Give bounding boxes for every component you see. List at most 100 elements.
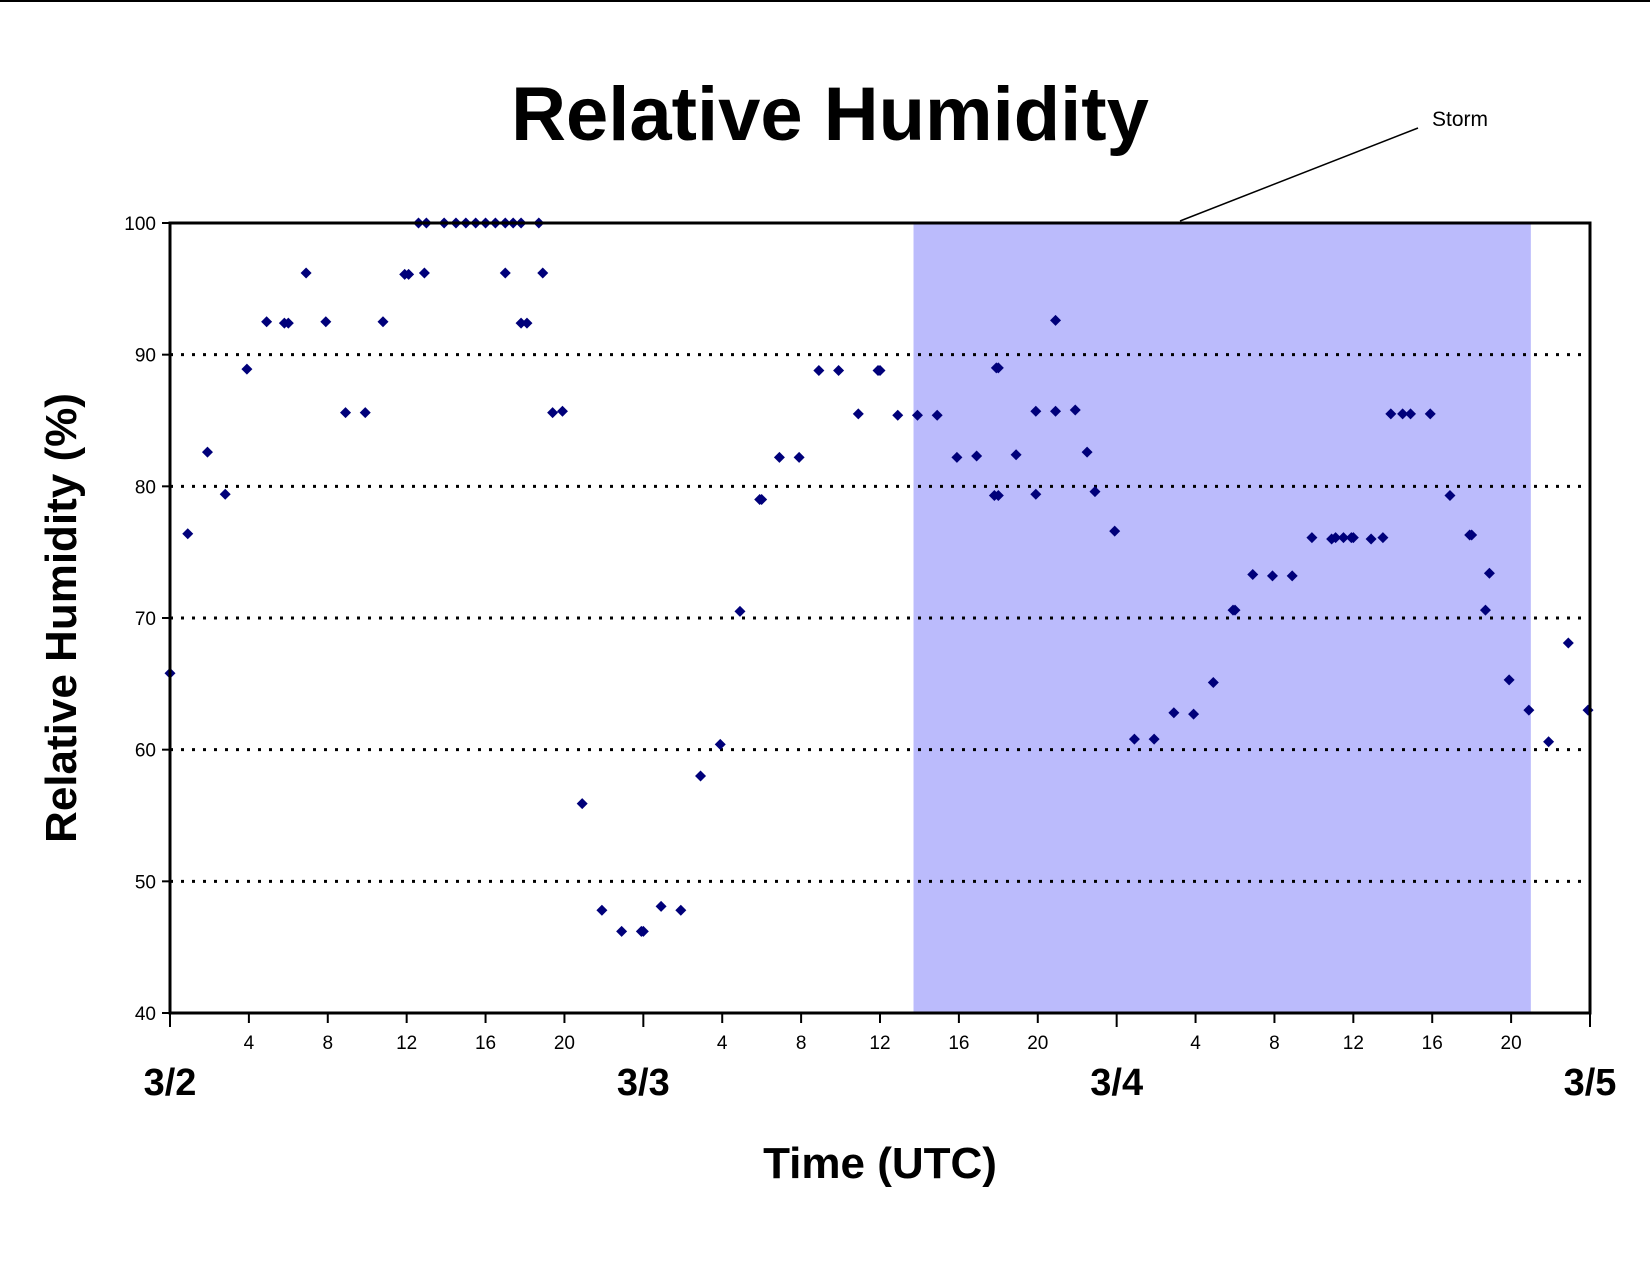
data-point <box>1229 604 1241 616</box>
data-point <box>1444 490 1456 502</box>
data-point <box>773 451 785 463</box>
y-tick-label: 70 <box>135 609 156 630</box>
data-point <box>1306 532 1318 544</box>
data-point <box>1582 704 1594 716</box>
date-labels: 3/2 3/3 3/4 3/5 <box>144 1062 1617 1104</box>
data-point <box>1330 532 1342 544</box>
y-tick-label: 60 <box>135 741 156 762</box>
data-point <box>675 904 687 916</box>
data-point <box>377 316 389 328</box>
data-point <box>1543 736 1555 748</box>
data-point <box>992 490 1004 502</box>
x-tick-label: 16 <box>1422 1033 1443 1054</box>
data-point <box>616 925 628 937</box>
x-tick-label: 12 <box>1343 1033 1364 1054</box>
data-point <box>695 770 707 782</box>
data-point <box>359 407 371 419</box>
top-border-line <box>0 0 1650 2</box>
data-point <box>1397 408 1409 420</box>
data-point <box>931 409 943 421</box>
data-point <box>1089 486 1101 498</box>
data-point <box>300 267 312 279</box>
data-point <box>521 317 533 329</box>
data-point <box>1247 569 1259 581</box>
x-tick-label: 16 <box>475 1033 496 1054</box>
data-point <box>971 450 983 462</box>
data-point <box>1483 567 1495 579</box>
x-tick-label: 4 <box>244 1033 255 1054</box>
x-tick-label: 4 <box>1190 1033 1201 1054</box>
data-point <box>892 409 904 421</box>
data-point <box>182 528 194 540</box>
data-point <box>1128 733 1140 745</box>
y-tick-label: 90 <box>135 346 156 367</box>
data-point <box>515 317 527 329</box>
data-point <box>1081 446 1093 458</box>
data-point <box>576 798 588 810</box>
data-point <box>1479 604 1491 616</box>
data-point <box>1266 570 1278 582</box>
data-point <box>1168 707 1180 719</box>
data-point <box>1385 408 1397 420</box>
x-tick-label: 4 <box>717 1033 728 1054</box>
storm-annotation-leader <box>1179 127 1419 222</box>
data-point <box>852 408 864 420</box>
x-tick-label: 20 <box>1501 1033 1522 1054</box>
data-point <box>1148 733 1160 745</box>
x-tick-label: 16 <box>948 1033 969 1054</box>
data-point <box>793 451 805 463</box>
y-tick-label: 100 <box>124 214 156 235</box>
x-tick-label: 20 <box>1027 1033 1048 1054</box>
storm-annotation-label: Storm <box>1432 108 1488 131</box>
data-point <box>637 925 649 937</box>
data-points <box>164 217 1594 937</box>
data-point <box>1347 532 1359 544</box>
data-point <box>241 363 253 375</box>
data-point <box>911 409 923 421</box>
data-point <box>1286 570 1298 582</box>
data-point <box>1030 488 1042 500</box>
y-tick-label: 80 <box>135 477 156 498</box>
data-point <box>1466 529 1478 541</box>
data-point <box>201 446 213 458</box>
x-tick-label: 12 <box>869 1033 890 1054</box>
date-label-3-4: 3/4 <box>1090 1062 1143 1104</box>
x-tick-label: 12 <box>396 1033 417 1054</box>
storm-shaded-region-layer <box>913 223 1531 1013</box>
data-point <box>1207 677 1219 689</box>
data-point <box>1562 637 1574 649</box>
data-point <box>547 407 559 419</box>
data-point <box>499 267 511 279</box>
data-point <box>1405 408 1417 420</box>
data-point <box>320 316 332 328</box>
x-tick-label: 8 <box>1269 1033 1280 1054</box>
date-label-3-3: 3/3 <box>617 1062 670 1104</box>
data-point <box>813 364 825 376</box>
data-point <box>1050 405 1062 417</box>
chart-title: Relative Humidity <box>511 72 1149 157</box>
data-point <box>282 317 294 329</box>
data-point <box>1365 533 1377 545</box>
y-tick-label: 40 <box>135 1004 156 1025</box>
data-point <box>734 605 746 617</box>
data-point <box>596 904 608 916</box>
x-axis-label: Time (UTC) <box>763 1139 997 1188</box>
y-axis-label: Relative Humidity (%) <box>37 393 86 843</box>
y-tick-label: 50 <box>135 872 156 893</box>
data-point <box>219 488 231 500</box>
data-point <box>1030 405 1042 417</box>
data-point <box>874 364 886 376</box>
y-axis-ticks: 40 50 60 70 80 90 100 <box>124 214 170 1025</box>
data-point <box>951 451 963 463</box>
data-point <box>1050 314 1062 326</box>
data-point <box>756 494 768 505</box>
data-point <box>418 267 430 279</box>
x-axis-ticks: 4 8 12 16 20 4 8 12 16 20 4 8 12 16 20 <box>169 1013 1591 1054</box>
data-point <box>714 738 726 750</box>
data-point <box>1503 674 1515 686</box>
data-point <box>1424 408 1436 420</box>
data-point <box>261 316 273 328</box>
x-tick-label: 8 <box>796 1033 807 1054</box>
data-point <box>1188 708 1200 720</box>
date-label-3-5: 3/5 <box>1564 1062 1617 1104</box>
